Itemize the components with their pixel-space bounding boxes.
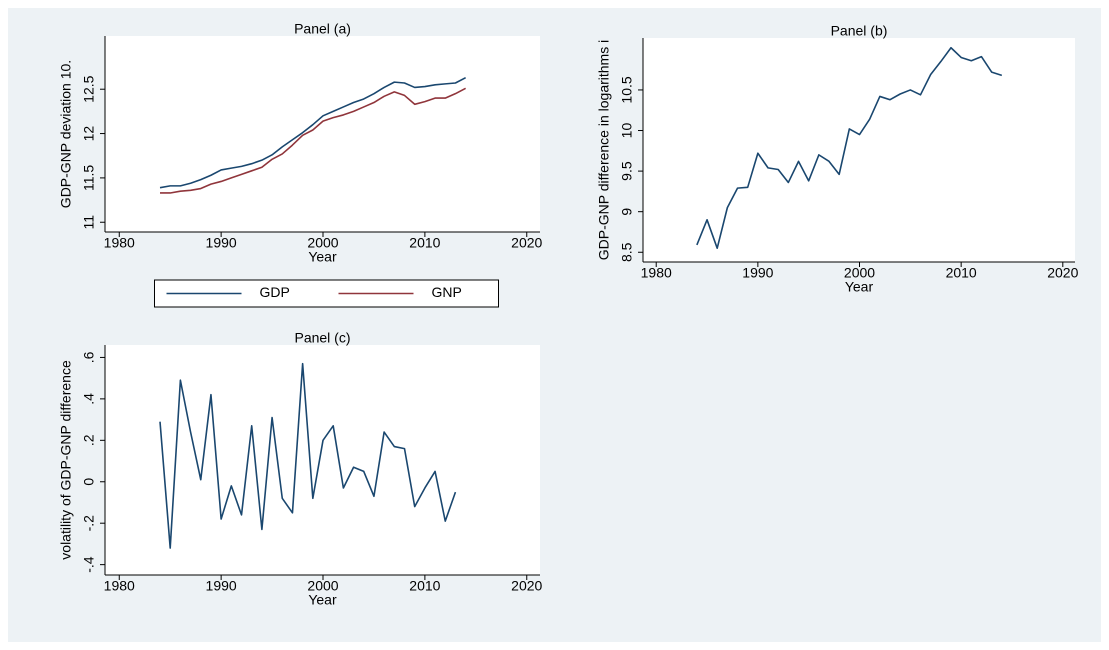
x-axis-title: Year <box>308 249 337 265</box>
x-tick-label: 1990 <box>742 265 773 281</box>
data-line <box>696 46 1003 249</box>
x-tick-label: 1990 <box>206 235 237 251</box>
y-axis-title: volatility of GDP-GNP difference <box>58 360 74 560</box>
y-tick-label: 11 <box>81 215 97 230</box>
x-tick-label: 2000 <box>844 265 875 281</box>
y-tick-label: 10 <box>619 123 635 139</box>
x-axis-title: Year <box>845 279 874 295</box>
y-tick-label: -.4 <box>81 556 97 573</box>
y-tick-label: 9 <box>619 208 635 216</box>
y-tick-label: 12.5 <box>81 75 97 102</box>
x-tick-label: 2010 <box>409 578 440 594</box>
x-tick-label: 1980 <box>104 235 135 251</box>
plot-region <box>105 345 540 575</box>
y-axis-title: GDP-GNP difference in logarithms i <box>596 40 612 260</box>
panel-title: Panel (a) <box>294 21 351 37</box>
x-tick-label: 1980 <box>104 578 135 594</box>
data-line <box>159 76 467 189</box>
y-tick-label: 0 <box>81 478 97 486</box>
panel-title: Panel (c) <box>294 330 350 346</box>
data-line <box>160 87 467 194</box>
x-tick-label: 1990 <box>206 578 237 594</box>
x-tick-label: 2000 <box>307 235 338 251</box>
y-tick-label: -.2 <box>81 515 97 532</box>
legend-label: GDP <box>260 284 290 300</box>
panel-title: Panel (b) <box>831 23 888 39</box>
y-tick-label: 9.5 <box>619 161 635 181</box>
legend-label: GNP <box>432 284 462 300</box>
y-axis-title: GDP-GNP deviation 10. <box>58 60 74 208</box>
y-tick-label: 12 <box>81 126 97 142</box>
y-tick-label: .2 <box>81 434 97 446</box>
x-tick-label: 2020 <box>511 578 542 594</box>
data-line <box>159 362 457 549</box>
x-tick-label: 2010 <box>946 265 977 281</box>
x-tick-label: 1980 <box>641 265 672 281</box>
plot-region <box>105 36 540 232</box>
x-axis-title: Year <box>308 592 337 608</box>
y-tick-label: 11.5 <box>81 165 97 191</box>
y-tick-label: 8.5 <box>619 242 635 262</box>
x-tick-label: 2010 <box>409 235 440 251</box>
x-tick-label: 2000 <box>307 578 338 594</box>
x-tick-label: 2020 <box>511 235 542 251</box>
y-tick-label: 10.5 <box>619 76 635 103</box>
x-tick-label: 2020 <box>1047 265 1078 281</box>
y-tick-label: .6 <box>81 351 97 363</box>
plot-region <box>643 38 1075 262</box>
y-tick-label: .4 <box>81 393 97 405</box>
